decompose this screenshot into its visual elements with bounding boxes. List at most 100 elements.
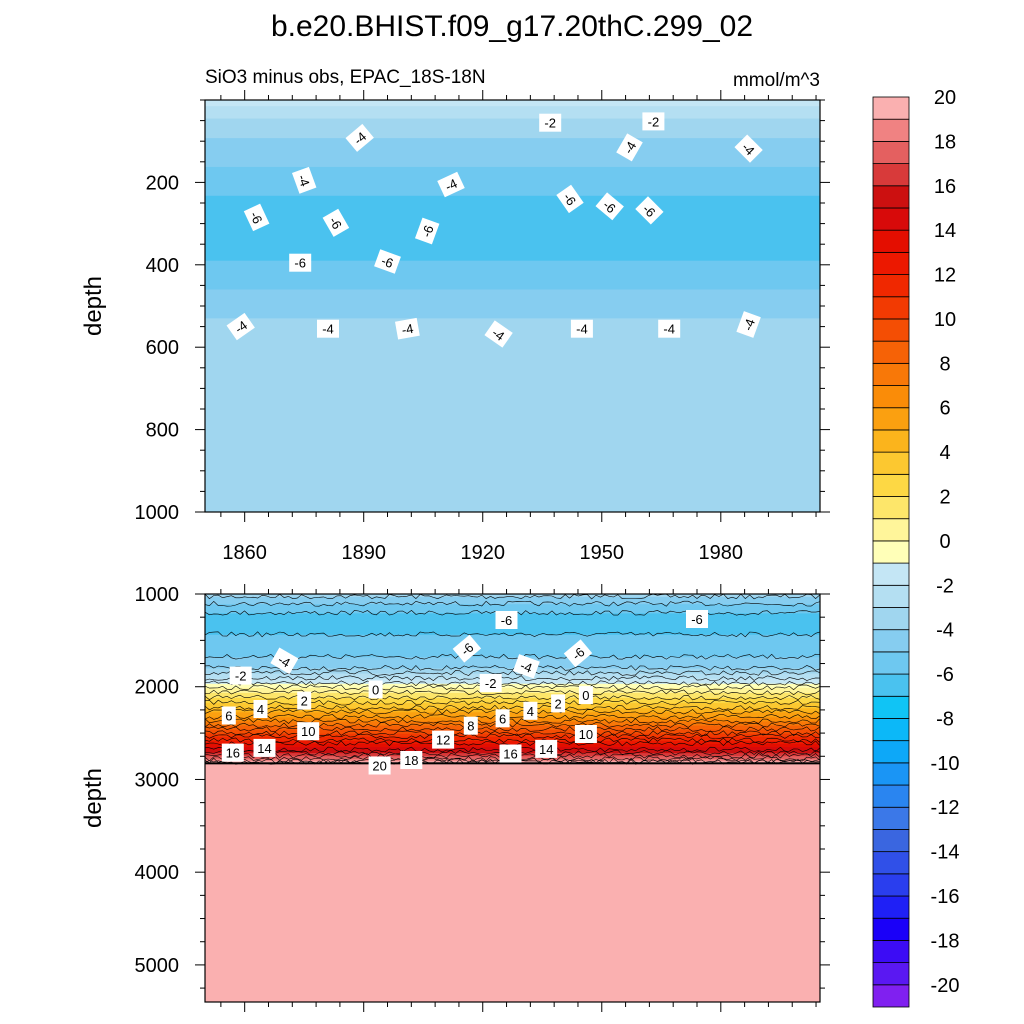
contour-band xyxy=(205,764,820,1002)
contour-label-box xyxy=(291,166,317,194)
contour-label: 16 xyxy=(221,743,244,762)
contour-label-box xyxy=(499,744,522,763)
contour-label-box xyxy=(736,311,761,338)
contour-label-box xyxy=(297,691,312,710)
contour-band xyxy=(205,678,820,685)
colorbar-swatch xyxy=(872,318,910,342)
contour-band xyxy=(205,762,820,766)
colorbar-swatch xyxy=(872,784,910,808)
contour-label: -6 xyxy=(635,196,664,225)
contour-band xyxy=(205,668,820,675)
bottom-panel: -6 -6 -6 -6 -4 -4 -2 -2 0 0 2 2 4 4 6 6 8 10 10 12 14 14 16 16 1… xyxy=(80,584,830,1012)
colorbar-tick-label: 4 xyxy=(939,442,950,464)
x-tick-label: 1980 xyxy=(699,542,744,564)
contour-band xyxy=(205,703,820,710)
top-panel-contour-labels: -4 -2 -4 -4 -2 -4 -4 -6 -6 -6 -6 -6 -6 -6 -6 -4 -4 -4 -4 -4… xyxy=(226,112,763,348)
contour-label: 12 xyxy=(432,730,455,749)
colorbar-swatch xyxy=(872,296,910,320)
contour-label-box xyxy=(221,743,244,762)
contour-label: -6 xyxy=(686,610,708,628)
contour-label-text: -4 xyxy=(740,317,758,333)
colorbar-tick-label: 6 xyxy=(939,398,950,420)
contour-line xyxy=(205,709,820,715)
contour-band xyxy=(205,729,820,735)
contour-label: -4 xyxy=(395,317,420,340)
contour-label-box xyxy=(556,184,584,214)
colorbar-swatch xyxy=(872,962,910,986)
colorbar-swatch xyxy=(872,740,910,764)
contour-band xyxy=(205,597,820,605)
contour-band xyxy=(205,634,820,659)
contour-label: -4 xyxy=(317,319,339,338)
contour-label-text: -6 xyxy=(379,253,395,271)
colorbar-swatch xyxy=(872,118,910,142)
colorbar-tick-label: 12 xyxy=(934,265,956,287)
contour-label: -6 xyxy=(495,611,518,629)
contour-label-box xyxy=(289,253,312,272)
contour-label: -6 xyxy=(452,634,482,663)
contour-label-text: 0 xyxy=(372,683,379,698)
y-tick-label: 600 xyxy=(146,337,179,359)
contour-line xyxy=(205,631,820,638)
contour-label: -4 xyxy=(512,654,540,679)
contour-label: -4 xyxy=(484,320,513,348)
contour-band xyxy=(205,118,820,139)
contour-label-text: 0 xyxy=(582,688,589,703)
colorbar-swatch xyxy=(872,762,910,786)
contour-label: -4 xyxy=(345,123,374,152)
y-tick-label: 5000 xyxy=(135,955,180,977)
colorbar-tick-label: 10 xyxy=(934,309,956,331)
colorbar-swatch xyxy=(872,451,910,475)
contour-line xyxy=(205,675,820,681)
contour-label: 4 xyxy=(253,700,268,718)
contour-label-box xyxy=(368,680,383,699)
contour-band xyxy=(205,698,820,704)
contour-label-box xyxy=(437,171,465,198)
contour-label-text: 16 xyxy=(226,746,240,761)
contour-label-text: 14 xyxy=(539,742,553,757)
y-tick-label: 1000 xyxy=(135,584,180,606)
contour-line xyxy=(205,680,820,687)
contour-band xyxy=(205,100,820,107)
top-y-axis-label: depth xyxy=(80,276,107,336)
colorbar-tick-label: 16 xyxy=(934,176,956,198)
contour-label-text: 10 xyxy=(579,727,593,742)
contour-label-text: -2 xyxy=(485,676,497,691)
contour-label: -2 xyxy=(539,113,562,132)
colorbar-swatch xyxy=(872,385,910,409)
contour-band xyxy=(205,721,820,727)
bottom-panel-frame xyxy=(204,593,821,1003)
contour-label-box xyxy=(539,113,562,132)
contour-label: -6 xyxy=(322,208,350,237)
colorbar-tick-label: -12 xyxy=(931,797,960,819)
contour-label-box xyxy=(221,706,236,725)
x-tick-label: 1950 xyxy=(580,542,625,564)
colorbar-tick-label: 18 xyxy=(934,131,956,153)
y-tick-label: 1000 xyxy=(135,502,180,524)
contour-label-text: 4 xyxy=(257,702,264,717)
contour-line xyxy=(205,665,820,671)
contour-label-text: 2 xyxy=(554,696,561,711)
colorbar-swatch xyxy=(872,185,910,209)
colorbar: -20-18-16-14-12-10-8-6-4-202468101214161… xyxy=(872,87,960,1008)
contour-label-text: -4 xyxy=(576,322,588,337)
contour-label-box xyxy=(595,192,624,221)
contour-label-box xyxy=(578,686,593,705)
contour-label-text: 10 xyxy=(301,724,315,739)
colorbar-tick-label: 0 xyxy=(939,531,950,553)
contour-label: 0 xyxy=(368,680,383,699)
colorbar-swatch xyxy=(872,140,910,164)
colorbar-tick-label: 20 xyxy=(934,87,956,109)
contour-label-box xyxy=(400,751,423,769)
contour-label-text: -2 xyxy=(235,669,247,684)
contour-label-box xyxy=(495,611,518,629)
contour-band xyxy=(205,657,820,670)
colorbar-swatch xyxy=(872,429,910,453)
contour-label: 8 xyxy=(463,716,478,735)
top-subtitle-left: SiO3 minus obs, EPAC_18S-18N xyxy=(205,67,486,88)
contour-label-box xyxy=(484,320,513,348)
contour-label-box xyxy=(243,203,270,232)
colorbar-tick-label: -14 xyxy=(931,842,960,864)
contour-label-text: 20 xyxy=(372,759,386,774)
